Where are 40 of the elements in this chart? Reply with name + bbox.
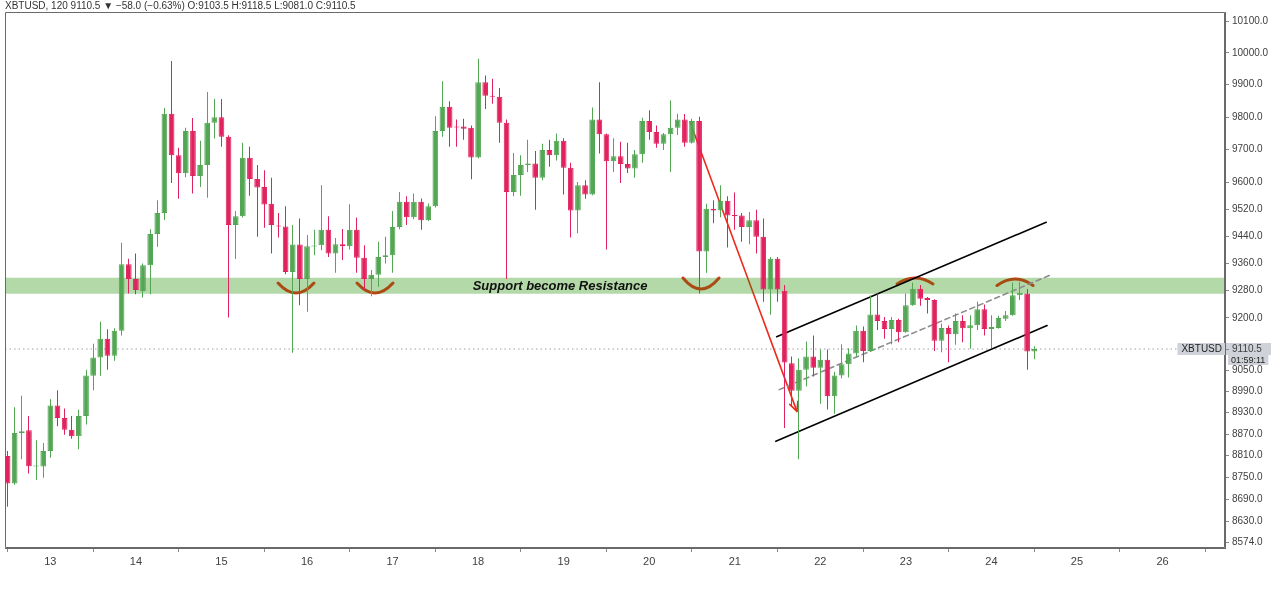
x-tick-label: 15 [215, 554, 228, 567]
x-tick-label: 19 [557, 554, 570, 567]
text: 01:59:11 [1231, 355, 1266, 366]
y-tick-label: 9050.0 [1232, 363, 1264, 375]
y-tick-label: 9520.0 [1232, 202, 1264, 214]
x-tick-label: 21 [728, 554, 741, 567]
y-tick-label: 9440.0 [1232, 229, 1264, 241]
y-tick-label: 8810.0 [1232, 449, 1264, 461]
y-tick-label: 9900.0 [1232, 78, 1264, 90]
x-tick-label: 14 [129, 554, 143, 567]
y-tick-label: 8870.0 [1232, 427, 1264, 439]
y-tick-label: 8630.0 [1232, 515, 1264, 527]
y-tick-label: 9280.0 [1232, 284, 1264, 296]
y-tick-label: 10100.0 [1232, 14, 1269, 26]
y-tick-label: 9110.5 [1232, 342, 1263, 354]
y-tick-label: 9200.0 [1232, 311, 1264, 323]
x-tick-label: 24 [985, 554, 998, 567]
y-tick-label: 10000.0 [1232, 46, 1269, 58]
y-tick-label: 8930.0 [1232, 406, 1264, 418]
x-tick-label: 18 [471, 554, 485, 567]
y-tick-label: 9800.0 [1232, 110, 1264, 122]
x-tick-label: 17 [386, 554, 399, 567]
chart-title: XBTUSD, 120 9110.5 ▼ −58.0 (−0.63%) O:9103.5 H:9118.5 L:9081.0 C:9110.5 [5, 0, 357, 11]
y-tick-label: 9700.0 [1232, 143, 1264, 155]
x-tick-label: 26 [1156, 554, 1169, 567]
x-tick-label: 22 [814, 554, 827, 567]
y-tick-label: 8574.0 [1232, 535, 1264, 547]
x-tick-label: 25 [1070, 554, 1084, 567]
band-label: Support become Resistance [472, 278, 648, 294]
y-tick-label: 8990.0 [1232, 385, 1264, 397]
y-tick-label: 8690.0 [1232, 493, 1264, 505]
y-tick-label: 9600.0 [1232, 176, 1264, 188]
ref-line-label: XBTUSD [1181, 343, 1222, 355]
x-tick-label: 16 [300, 554, 314, 567]
y-tick-label: 8750.0 [1232, 471, 1264, 483]
x-tick-label: 13 [44, 554, 57, 567]
x-tick-label: 20 [643, 554, 656, 567]
x-tick-label: 23 [899, 554, 913, 567]
candlestick [967, 315, 973, 349]
y-tick-label: 9360.0 [1232, 256, 1264, 268]
